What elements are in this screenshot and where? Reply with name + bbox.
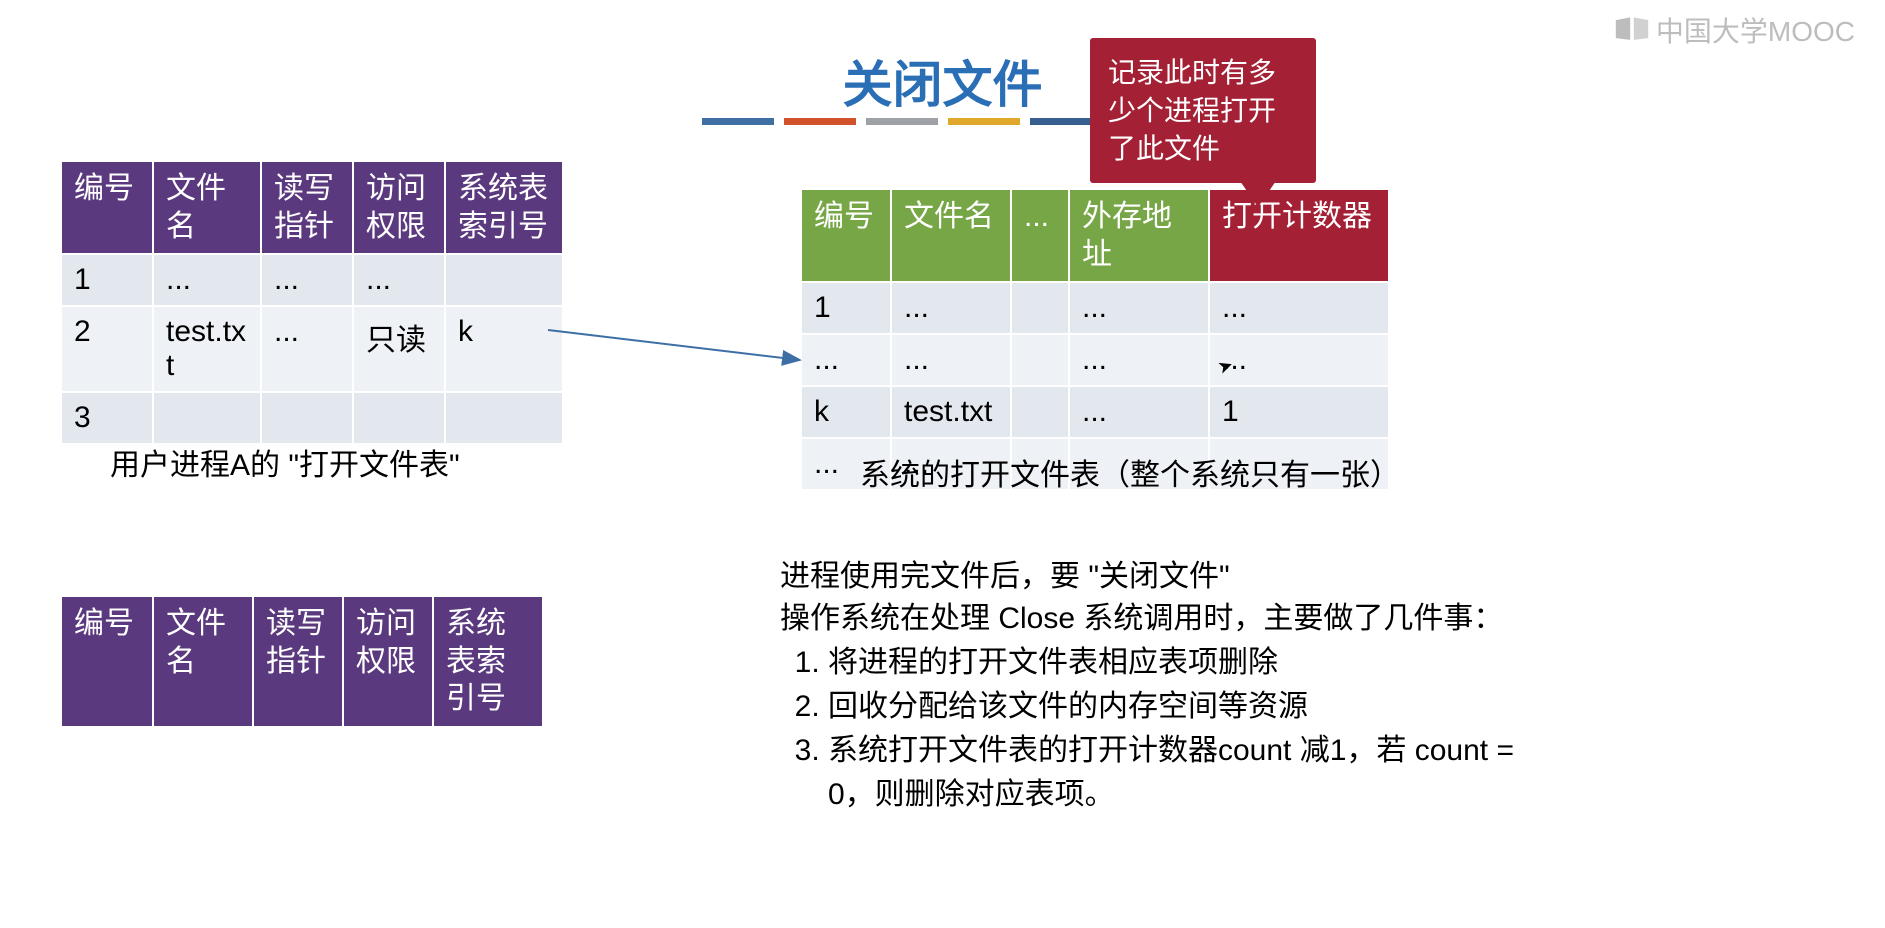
process-a-file-table: 编号 文件名 读写指针 访问权限 系统表索引号 1 ... ... ... 2 …	[60, 160, 564, 445]
color-seg-1	[784, 118, 856, 125]
col-id: 编号	[801, 189, 891, 282]
watermark-text: 中国大学MOOC	[1656, 10, 1855, 50]
col-access: 访问权限	[343, 596, 433, 727]
table-row: 1 ... ... ...	[801, 282, 1389, 334]
col-sys-index: 系统表索引号	[445, 161, 563, 254]
col-rw-pointer: 读写指针	[261, 161, 353, 254]
system-file-table: 编号 文件名 ... 外存地址 打开计数器 1 ... ... ... ... …	[800, 188, 1390, 491]
table-row: 1 ... ... ...	[61, 254, 563, 306]
body-text: 进程使用完文件后，要 "关闭文件" 操作系统在处理 Close 系统调用时，主要…	[780, 556, 1520, 816]
list-item: 将进程的打开文件表相应表项删除	[828, 642, 1520, 684]
list-item: 系统打开文件表的打开计数器count 减1，若 count =	[828, 730, 1520, 772]
body-list: 将进程的打开文件表相应表项删除 回收分配给该文件的内存空间等资源 系统打开文件表…	[828, 642, 1520, 772]
process-b-file-table-header: 编号 文件名 读写指针 访问权限 系统表索引号	[60, 595, 544, 728]
caption-b: 系统的打开文件表（整个系统只有一张）	[860, 450, 1400, 494]
color-seg-2	[866, 118, 938, 125]
body-line-2: 操作系统在处理 Close 系统调用时，主要做了几件事：	[780, 598, 1520, 640]
caption-a: 用户进程A的 "打开文件表"	[110, 440, 460, 484]
watermark-logo: 中国大学MOOC	[1614, 10, 1855, 50]
table-header-row: 编号 文件名 ... 外存地址 打开计数器	[801, 189, 1389, 282]
col-filename: 文件名	[153, 596, 253, 727]
table-row: ... ... ... ...	[801, 334, 1389, 386]
col-dots: ...	[1011, 189, 1069, 282]
col-access: 访问权限	[353, 161, 445, 254]
col-id: 编号	[61, 161, 153, 254]
link-arrow	[548, 328, 808, 378]
color-seg-3	[948, 118, 1020, 125]
table-row: 3	[61, 392, 563, 444]
table-row: 2 test.txt ... 只读 k	[61, 306, 563, 392]
col-filename: 文件名	[153, 161, 261, 254]
table-row: k test.txt ... 1	[801, 386, 1389, 438]
book-icon	[1614, 16, 1650, 44]
callout-box: 记录此时有多少个进程打开了此文件	[1090, 38, 1316, 183]
col-open-counter: 打开计数器	[1209, 189, 1389, 282]
body-line-1: 进程使用完文件后，要 "关闭文件"	[780, 556, 1520, 598]
table-header-row: 编号 文件名 读写指针 访问权限 系统表索引号	[61, 596, 543, 727]
page-title: 关闭文件	[843, 45, 1043, 117]
col-rw-pointer: 读写指针	[253, 596, 343, 727]
color-seg-0	[702, 118, 774, 125]
col-id: 编号	[61, 596, 153, 727]
list-item: 回收分配给该文件的内存空间等资源	[828, 686, 1520, 728]
col-disk-addr: 外存地址	[1069, 189, 1209, 282]
list-item-hang: 0，则删除对应表项。	[780, 774, 1520, 816]
col-sys-index: 系统表索引号	[433, 596, 543, 727]
col-filename: 文件名	[891, 189, 1011, 282]
table-header-row: 编号 文件名 读写指针 访问权限 系统表索引号	[61, 161, 563, 254]
